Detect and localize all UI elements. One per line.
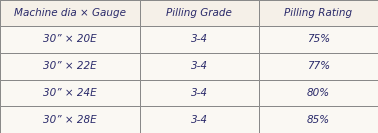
- Bar: [140, 53, 259, 80]
- Text: 80%: 80%: [307, 88, 330, 98]
- Text: 75%: 75%: [307, 34, 330, 44]
- Text: 3-4: 3-4: [191, 88, 208, 98]
- Text: 30” × 22E: 30” × 22E: [43, 61, 97, 71]
- Text: Pilling Rating: Pilling Rating: [284, 8, 353, 18]
- Bar: [0, 53, 140, 80]
- Bar: [0, 0, 140, 26]
- Bar: [259, 106, 378, 133]
- Text: Pilling Grade: Pilling Grade: [166, 8, 232, 18]
- Bar: [140, 0, 259, 26]
- Text: 3-4: 3-4: [191, 115, 208, 125]
- Text: 30” × 20E: 30” × 20E: [43, 34, 97, 44]
- Bar: [259, 0, 378, 26]
- Bar: [259, 53, 378, 80]
- Text: Machine dia × Gauge: Machine dia × Gauge: [14, 8, 126, 18]
- Bar: [259, 26, 378, 53]
- Bar: [0, 26, 140, 53]
- Text: 3-4: 3-4: [191, 34, 208, 44]
- Bar: [0, 80, 140, 106]
- Bar: [140, 80, 259, 106]
- Bar: [140, 106, 259, 133]
- Bar: [140, 26, 259, 53]
- Text: 85%: 85%: [307, 115, 330, 125]
- Text: 30” × 28E: 30” × 28E: [43, 115, 97, 125]
- Bar: [0, 106, 140, 133]
- Bar: [259, 80, 378, 106]
- Text: 3-4: 3-4: [191, 61, 208, 71]
- Text: 30” × 24E: 30” × 24E: [43, 88, 97, 98]
- Text: 77%: 77%: [307, 61, 330, 71]
